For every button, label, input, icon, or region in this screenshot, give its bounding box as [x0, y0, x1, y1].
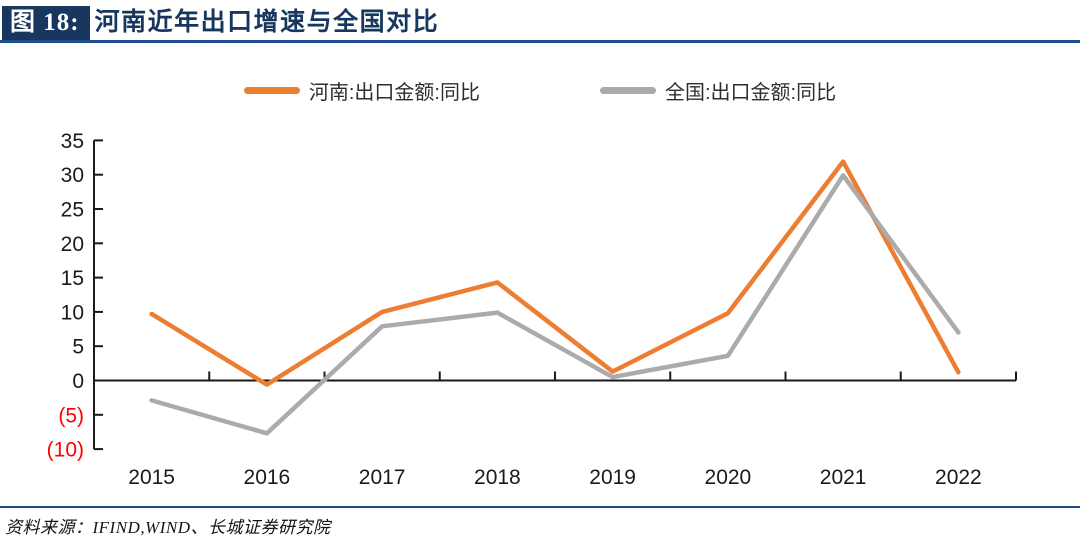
- figure-title-bar: 图 18: 河南近年出口增速与全国对比: [2, 6, 439, 40]
- legend-item-national: 全国:出口金额:同比: [600, 76, 836, 105]
- chart-legend: 河南:出口金额:同比 全国:出口金额:同比: [0, 76, 1080, 105]
- henan-line-swatch: [243, 87, 300, 94]
- x-tick-label: 2015: [128, 466, 175, 489]
- series-line-national: [149, 173, 961, 436]
- legend-item-henan: 河南:出口金额:同比: [243, 76, 480, 105]
- y-tick-label: 20: [61, 233, 84, 256]
- x-tick-label: 2019: [589, 466, 636, 489]
- y-tick-label: 30: [61, 164, 84, 187]
- source-note: 资料来源：IFIND,WIND、长城证券研究院: [5, 518, 331, 537]
- y-tick-label: (5): [58, 404, 84, 427]
- national-line-swatch: [600, 87, 656, 94]
- figure-title: 河南近年出口增速与全国对比: [94, 9, 440, 36]
- y-tick-label: 0: [72, 370, 84, 393]
- y-tick-label: 25: [61, 199, 84, 222]
- x-tick-label: 2021: [820, 466, 867, 489]
- legend-label-henan: 河南:出口金额:同比: [308, 82, 480, 104]
- x-tick-label: 2016: [244, 466, 291, 489]
- series-line-henan: [149, 159, 961, 387]
- source-divider: [0, 506, 1080, 508]
- legend-label-national: 全国:出口金额:同比: [665, 82, 837, 104]
- y-tick-label: (10): [47, 439, 84, 462]
- x-tick-label: 2020: [705, 466, 752, 489]
- x-tick-label: 2022: [935, 466, 982, 489]
- y-tick-label: 10: [61, 301, 84, 324]
- y-tick-label: 35: [61, 130, 84, 153]
- figure-number-badge: 图 18:: [2, 6, 90, 40]
- x-tick-label: 2017: [359, 466, 406, 489]
- title-divider: [0, 40, 1080, 43]
- y-tick-label: 15: [61, 267, 84, 290]
- x-tick-label: 2018: [474, 466, 521, 489]
- y-tick-label: 5: [72, 336, 84, 359]
